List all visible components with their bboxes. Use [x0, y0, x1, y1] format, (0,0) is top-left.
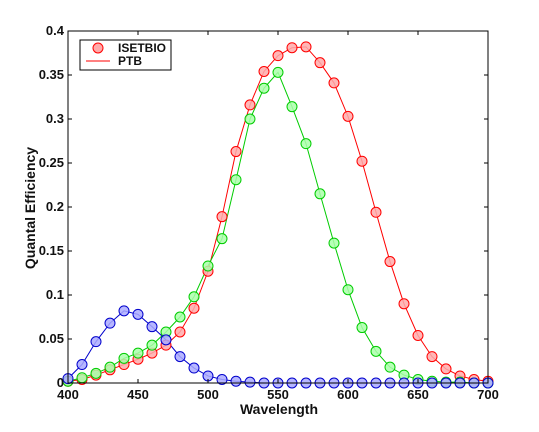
x-tick-label: 700 — [477, 387, 499, 402]
series-1-point — [132, 347, 144, 359]
y-tick-label: 0.35 — [39, 67, 64, 82]
series-0-point — [216, 211, 228, 223]
series-1-point — [174, 311, 186, 323]
x-axis-label: Wavelength — [240, 401, 318, 417]
series-0-point — [384, 256, 396, 268]
legend: ISETBIO PTB — [79, 39, 172, 71]
series-0-point — [314, 57, 326, 69]
x-tick-label: 550 — [267, 387, 289, 402]
series-2-point — [188, 362, 200, 374]
series-0-line — [67, 46, 489, 382]
y-tick-label: 0.1 — [46, 287, 64, 302]
series-2-point — [132, 308, 144, 320]
series-2-point — [76, 359, 88, 371]
series-2-point — [244, 376, 256, 388]
series-1-point — [356, 322, 368, 334]
series-2-point — [230, 375, 242, 387]
axes: 400 450 500 550 600 650 700 0 0.05 0.1 0.15 0.2 0.25… — [39, 23, 499, 402]
series-0-point — [412, 329, 424, 341]
series-2-point — [174, 351, 186, 363]
series-0-point — [440, 363, 452, 375]
series-1-point — [258, 82, 270, 94]
series-1-point — [342, 284, 354, 296]
x-tick-label: 500 — [197, 387, 219, 402]
series-0-point — [426, 351, 438, 363]
series-1-point — [328, 237, 340, 249]
series-1-point — [118, 352, 130, 364]
x-tick-label: 650 — [407, 387, 429, 402]
x-tick-label: 400 — [57, 387, 79, 402]
series-1-point — [202, 260, 214, 272]
series-0-point — [286, 42, 298, 54]
legend-marker-isetbio — [92, 42, 104, 54]
series-2-point — [146, 321, 158, 333]
series-1-line — [67, 71, 488, 384]
series-1-point — [90, 367, 102, 379]
series-1-point — [76, 372, 88, 384]
series-1-point — [146, 339, 158, 351]
series-1-point — [230, 174, 242, 186]
series-0-point — [244, 99, 256, 111]
series-2-point — [216, 373, 228, 385]
series-0-point — [342, 110, 354, 122]
axis-box — [67, 30, 489, 384]
plot-area — [62, 41, 494, 389]
series-2-point — [160, 334, 172, 346]
y-tick-label: 0.2 — [46, 199, 64, 214]
y-tick-label: 0 — [57, 375, 64, 390]
series-1-point — [370, 345, 382, 357]
series-0-point — [356, 155, 368, 167]
series-0-point — [174, 326, 186, 338]
series-0-point — [258, 65, 270, 77]
y-tick-label: 0.05 — [39, 331, 64, 346]
series-1-point — [216, 233, 228, 245]
series-0-point — [272, 50, 284, 62]
y-tick-label: 0.25 — [39, 155, 64, 170]
series-1-point — [188, 291, 200, 303]
y-tick-label: 0.4 — [46, 23, 65, 38]
series-2-point — [90, 336, 102, 348]
x-tick-label: 450 — [127, 387, 149, 402]
series-1-point — [314, 188, 326, 200]
series-2-point — [118, 305, 130, 317]
series-1-point — [272, 66, 284, 78]
series-1-point — [244, 113, 256, 125]
series-1-point — [300, 138, 312, 150]
series-0-point — [188, 302, 200, 314]
legend-box — [79, 39, 172, 71]
series-1-point — [104, 361, 116, 373]
series-2-point — [104, 317, 116, 329]
series-0-point — [230, 146, 242, 158]
y-tick-label: 0.15 — [39, 243, 64, 258]
y-tick-label: 0.3 — [46, 111, 64, 126]
legend-label-ptb: PTB — [118, 54, 142, 68]
series-0-point — [328, 77, 340, 89]
series-0-point — [300, 41, 312, 53]
series-1-point — [286, 101, 298, 113]
legend-label-isetbio: ISETBIO — [118, 41, 166, 55]
series-1-point — [384, 361, 396, 373]
series-0-point — [398, 298, 410, 310]
x-tick-label: 600 — [337, 387, 359, 402]
series-0-point — [370, 206, 382, 218]
y-axis-label: Quantal Efficiency — [22, 147, 38, 269]
